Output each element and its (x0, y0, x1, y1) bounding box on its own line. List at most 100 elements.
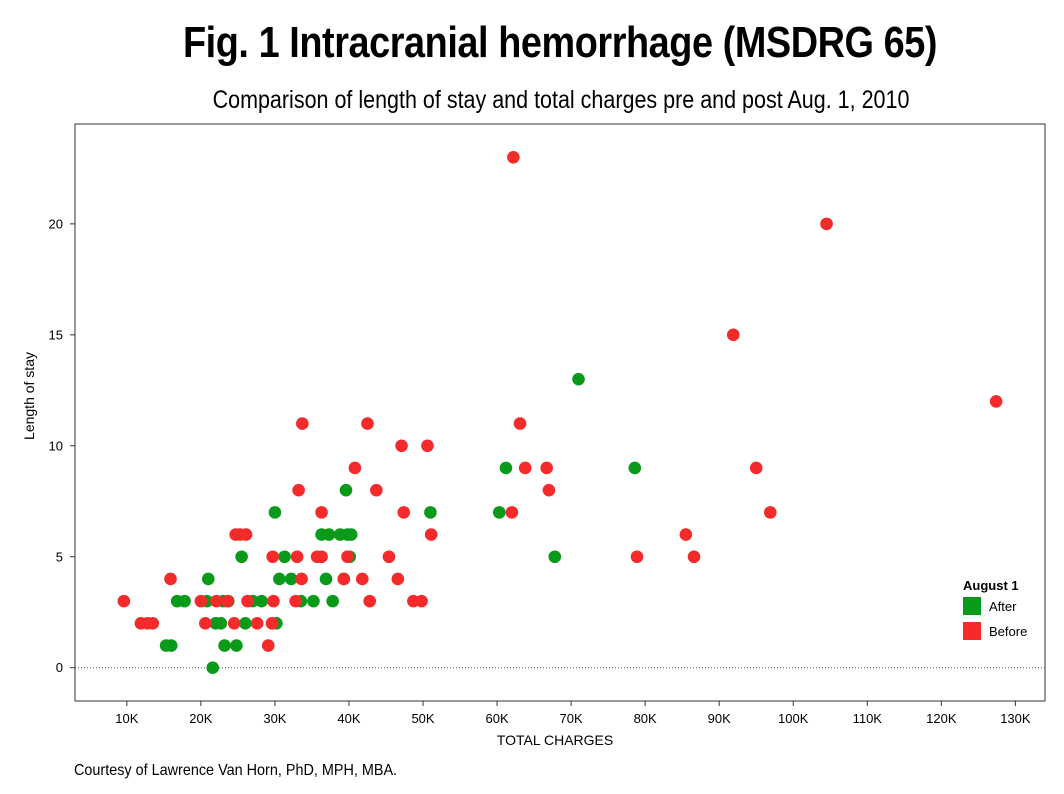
data-point-before (505, 506, 519, 519)
data-point-after (201, 572, 215, 586)
y-tick-label: 20 (49, 216, 63, 231)
x-tick-label: 100K (778, 711, 809, 726)
y-axis-title: Length of stay (21, 352, 37, 440)
y-tick-label: 10 (49, 438, 63, 453)
data-point-before (117, 594, 131, 608)
data-point-before (726, 328, 740, 342)
data-point-after (572, 372, 585, 386)
data-point-after (255, 594, 268, 608)
data-point-before (289, 594, 302, 608)
data-point-after (278, 550, 291, 564)
x-tick-label: 80K (634, 711, 657, 726)
data-point-before (513, 417, 527, 430)
x-tick-label: 130K (1000, 711, 1031, 726)
data-point-after (492, 506, 506, 519)
data-point-after (214, 617, 228, 630)
data-point-after (268, 506, 282, 519)
legend-label-before: Before (989, 624, 1027, 639)
data-point-after (206, 661, 220, 675)
data-point-before (348, 461, 362, 475)
data-point-before (295, 572, 308, 586)
x-tick-label: 60K (485, 711, 508, 726)
data-point-before (250, 617, 264, 630)
x-tick-label: 120K (926, 711, 957, 726)
y-axis: 0 5 10 15 20 (49, 216, 75, 675)
legend-swatch-before (963, 622, 981, 640)
data-point-after (239, 617, 252, 630)
data-point-after (344, 528, 358, 541)
data-point-before (164, 572, 177, 586)
data-point-before (239, 528, 253, 541)
data-point-before (337, 572, 351, 586)
data-points (117, 150, 1003, 675)
x-axis: 10K 20K 30K 40K 50K 60K 70K 80K 90K 100K 110K 120K 1… (115, 701, 1031, 726)
data-point-before (542, 483, 556, 497)
data-point-before (267, 594, 280, 608)
chart-subtitle: Comparison of length of stay and total c… (212, 86, 910, 114)
data-point-before (199, 617, 212, 630)
x-tick-label: 70K (560, 711, 583, 726)
legend-swatch-after (963, 597, 981, 615)
legend-label-after: After (989, 599, 1017, 614)
y-tick-label: 15 (49, 327, 63, 342)
x-tick-label: 110K (853, 711, 883, 726)
data-point-before (370, 483, 383, 497)
data-point-after (284, 572, 298, 586)
data-point-before (290, 550, 304, 564)
x-tick-label: 50K (411, 711, 434, 726)
y-tick-label: 0 (56, 660, 63, 675)
data-point-before (397, 506, 411, 519)
data-point-after (548, 550, 562, 564)
data-point-after (499, 461, 513, 475)
data-point-after (319, 572, 333, 586)
data-point-before (507, 150, 520, 164)
data-point-before (424, 528, 438, 541)
data-point-before (227, 617, 241, 630)
data-point-before (989, 395, 1003, 408)
data-point-before (421, 439, 434, 453)
data-point-after (164, 639, 178, 652)
data-point-before (221, 594, 234, 608)
data-point-before (687, 550, 701, 564)
data-point-after (178, 594, 191, 608)
data-point-after (339, 483, 353, 497)
data-point-before (292, 483, 305, 497)
data-point-before (679, 528, 693, 541)
x-tick-label: 40K (337, 711, 360, 726)
data-point-before (391, 572, 405, 586)
data-point-after (235, 550, 248, 564)
x-tick-label: 30K (263, 711, 286, 726)
data-point-before (363, 594, 377, 608)
data-point-before (210, 594, 223, 608)
series-after (159, 372, 642, 675)
data-point-before (266, 550, 280, 564)
data-point-before (630, 550, 644, 564)
data-point-before (315, 550, 328, 564)
credit-text: Courtesy of Lawrence Van Horn, PhD, MPH,… (74, 762, 398, 779)
data-point-after (322, 528, 336, 541)
data-point-before (355, 572, 369, 586)
data-point-after (218, 639, 231, 652)
legend-title: August 1 (963, 578, 1019, 593)
data-point-before (540, 461, 553, 475)
data-point-before (146, 617, 160, 630)
plot-frame (74, 123, 1046, 702)
data-point-before (395, 439, 408, 453)
data-point-before (763, 506, 777, 519)
series-before (117, 150, 1003, 652)
data-point-before (382, 550, 396, 564)
chart-title: Fig. 1 Intracranial hemorrhage (MSDRG 65… (182, 18, 938, 67)
data-point-before (241, 594, 254, 608)
data-point-before (265, 617, 279, 630)
data-point-after (424, 506, 437, 519)
x-axis-title: TOTAL CHARGES (497, 732, 613, 748)
data-point-after (307, 594, 320, 608)
x-tick-label: 90K (708, 711, 731, 726)
data-point-before (415, 594, 428, 608)
data-point-before (341, 550, 354, 564)
data-point-before (749, 461, 763, 475)
legend: August 1 After Before (963, 578, 1027, 640)
data-point-before (261, 639, 275, 652)
data-point-before (194, 594, 208, 608)
